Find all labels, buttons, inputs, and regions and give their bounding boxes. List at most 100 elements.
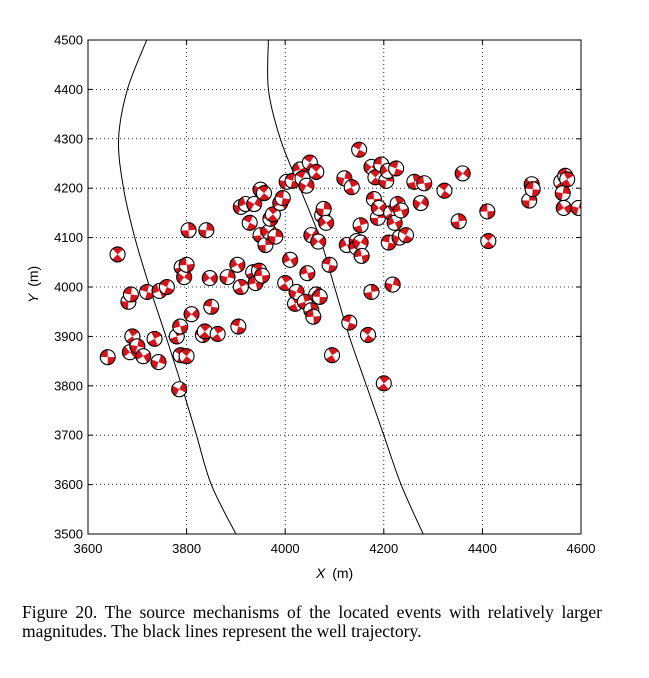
beachball-outline — [219, 269, 236, 286]
beachball-marker — [180, 222, 197, 239]
beachball-outline — [393, 202, 410, 219]
beachball-compression-quadrant — [328, 347, 339, 356]
beachball-marker — [139, 283, 156, 300]
beachball-compression-quadrant — [563, 171, 574, 180]
beachball-outline — [311, 288, 328, 305]
beachball-compression-quadrant — [254, 268, 263, 277]
beachball-outline — [158, 278, 175, 296]
beachball-compression-quadrant — [420, 196, 429, 207]
beachball-outline — [412, 194, 429, 212]
y-tick-label: 4000 — [54, 280, 83, 295]
beachball-compression-quadrant — [303, 230, 312, 242]
beachball-compression-quadrant — [363, 162, 372, 173]
beachball-outline — [232, 278, 249, 296]
beachball-compression-quadrant — [310, 302, 319, 311]
y-axis-label: Y (m) — [25, 266, 41, 303]
beachball-compression-quadrant — [184, 271, 192, 282]
beachball-compression-quadrant — [303, 155, 315, 163]
beachball-compression-quadrant — [179, 382, 187, 393]
beachball-outline — [122, 286, 139, 303]
beachball-marker — [178, 348, 195, 365]
beachball-compression-quadrant — [137, 338, 145, 348]
beachball-marker — [299, 265, 316, 282]
beachball-compression-quadrant — [366, 191, 374, 200]
beachball-outline — [318, 214, 335, 231]
beachball-compression-quadrant — [339, 238, 347, 249]
beachball-compression-quadrant — [107, 357, 116, 365]
beachball-marker — [150, 354, 167, 371]
beachball-outline — [209, 325, 226, 342]
beachball-outline — [454, 165, 471, 182]
beachball-outline — [135, 348, 152, 365]
beachball-compression-quadrant — [370, 284, 379, 292]
beachball-outline — [298, 177, 315, 194]
beachball-marker — [436, 182, 453, 199]
beachball-marker — [352, 217, 369, 234]
beachball-marker — [450, 213, 467, 230]
figure-caption: Figure 20. The source mechanisms of the … — [22, 602, 602, 641]
x-tick-label: 4600 — [567, 541, 596, 556]
beachball-marker — [298, 177, 315, 194]
beachball-compression-quadrant — [318, 216, 327, 228]
beachball-outline — [480, 233, 497, 250]
chart-svg: 3600 3800 4000 4200 4400 4600 350036003700380… — [25, 33, 596, 582]
beachball-compression-quadrant — [562, 185, 571, 195]
beachball-compression-quadrant — [246, 200, 255, 211]
beachball-marker — [393, 202, 410, 219]
beachball-outline — [241, 214, 258, 231]
beachball-compression-quadrant — [364, 291, 373, 300]
beachball-compression-quadrant — [387, 242, 397, 251]
beachball-marker — [99, 349, 116, 366]
beachball-compression-quadrant — [521, 200, 530, 209]
beachball-marker — [308, 163, 325, 180]
beachball-compression-quadrant — [210, 306, 219, 315]
beachball-compression-quadrant — [310, 164, 322, 172]
beachball-outline — [183, 306, 200, 323]
beachball-marker — [321, 256, 338, 273]
beachball-marker — [318, 214, 335, 231]
beachball-compression-quadrant — [278, 283, 290, 291]
beachball-marker — [559, 171, 576, 188]
beachball-compression-quadrant — [237, 261, 245, 272]
beachball-compression-quadrant — [202, 272, 210, 283]
beachball-outline — [351, 141, 368, 158]
x-tick-label: 4200 — [369, 541, 398, 556]
beachball-compression-quadrant — [416, 175, 425, 185]
beachball-compression-quadrant — [290, 256, 298, 267]
beachball-marker — [388, 160, 405, 177]
beachball-compression-quadrant — [326, 218, 334, 229]
beachball-compression-quadrant — [298, 181, 307, 193]
beachball-outline — [229, 256, 246, 273]
beachball-compression-quadrant — [203, 299, 213, 307]
beachball-marker — [232, 278, 249, 296]
beachball-marker — [570, 199, 581, 217]
beachball-outline — [178, 348, 195, 365]
beachball-marker — [480, 233, 497, 250]
beachball-compression-quadrant — [360, 236, 369, 247]
beachball-compression-quadrant — [261, 226, 269, 237]
beachball-compression-quadrant — [209, 273, 218, 285]
beachball-marker — [343, 179, 360, 196]
beachball-compression-quadrant — [206, 222, 214, 231]
beachball-compression-quadrant — [316, 208, 324, 217]
beachball-compression-quadrant — [181, 230, 189, 238]
beachball-compression-quadrant — [311, 171, 322, 180]
beachball-compression-quadrant — [556, 201, 564, 213]
beachball-compression-quadrant — [482, 233, 494, 242]
beachball-compression-quadrant — [211, 333, 222, 342]
beachball-outline — [359, 326, 377, 343]
beachball-marker — [353, 247, 370, 264]
y-tick-label: 3500 — [54, 527, 83, 542]
beachball-outline — [180, 222, 197, 239]
beachball-marker — [311, 288, 328, 305]
beachball-outline — [198, 222, 215, 239]
y-tick-label: 3800 — [54, 378, 83, 393]
y-axis-label-var: Y — [25, 292, 41, 303]
beachball-outline — [99, 349, 116, 366]
beachball-compression-quadrant — [257, 245, 266, 253]
beachball-compression-quadrant — [179, 257, 187, 266]
beachball-outline — [230, 318, 247, 335]
beachball-compression-quadrant — [318, 236, 326, 247]
beachball-outline — [264, 206, 281, 223]
beachball-compression-quadrant — [199, 323, 211, 332]
